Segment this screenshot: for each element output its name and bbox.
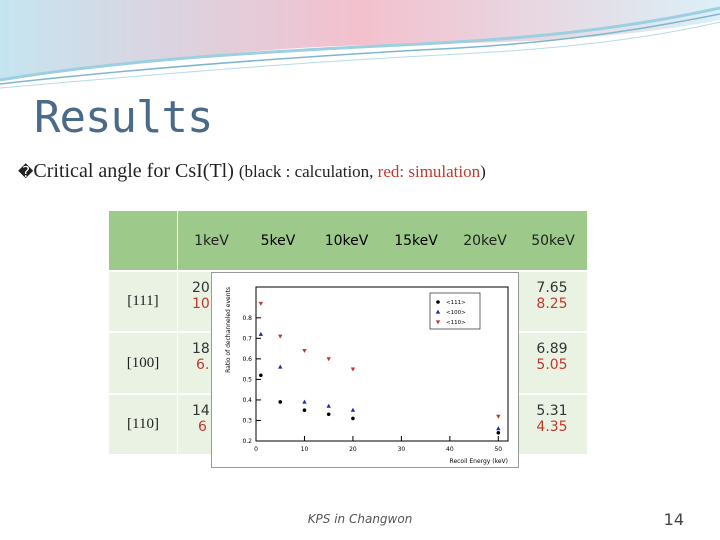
x-tick-label: 40 — [446, 446, 454, 453]
data-point — [258, 331, 264, 336]
value-simulation: 6 — [198, 419, 207, 435]
data-point — [302, 399, 307, 404]
dechanneled-ratio-plot: 0 10 20 30 40 50 0.2 0.3 0.4 0.5 0.6 0.7 0.8 Recoil E… — [211, 272, 519, 468]
value-simulation: 8.25 — [536, 296, 568, 312]
data-point — [278, 364, 283, 369]
table-cell-111-1kev: 20 10 — [178, 272, 212, 331]
value-calculation: 20 — [192, 280, 210, 296]
plot-marks — [258, 301, 501, 435]
data-point — [350, 367, 356, 372]
value-calculation: 7.65 — [536, 280, 568, 296]
plot-legend: <111> <100> <110> — [429, 292, 481, 330]
table-cell-111-50kev: 7.65 8.25 — [517, 272, 587, 331]
x-tick-label: 0 — [254, 446, 258, 453]
footer-text: KPS in Changwon — [307, 512, 413, 526]
data-point — [302, 349, 307, 354]
x-tick-label: 30 — [398, 446, 406, 453]
data-point — [350, 407, 356, 412]
legend-label: <100> — [446, 310, 466, 316]
data-point — [278, 334, 283, 339]
y-tick-label: 0.2 — [242, 438, 252, 445]
data-point — [259, 373, 263, 378]
x-tick-label: 50 — [494, 446, 502, 453]
value-calculation: 6.89 — [536, 341, 568, 357]
data-point — [496, 414, 501, 419]
y-tick-label: 0.4 — [242, 397, 252, 404]
table-header-20kev: 20keV — [451, 211, 519, 270]
subtitle-main-text: Critical angle for CsI(Tl) — [33, 160, 239, 182]
x-axis-label: Recoil Energy (keV) — [450, 458, 508, 465]
bullet-glyph: � — [18, 163, 34, 181]
table-header-5kev: 5keV — [260, 233, 296, 249]
data-point — [326, 403, 331, 408]
table-header-empty — [109, 211, 177, 270]
value-simulation: 5.05 — [536, 357, 568, 373]
y-tick-label: 0.7 — [242, 335, 252, 342]
slide-title: Results — [34, 92, 213, 143]
plot-axes: 0 10 20 30 40 50 0.2 0.3 0.4 0.5 0.6 0.7 0.8 Recoil E… — [225, 286, 509, 465]
table-cell-110-1kev: 14 6 — [178, 395, 212, 454]
table-header-50kev: 50keV — [519, 211, 587, 270]
slide-subtitle: �Critical angle for CsI(Tl) (black : cal… — [18, 160, 486, 183]
page-number: 14 — [663, 510, 684, 529]
y-tick-label: 0.3 — [242, 417, 252, 424]
x-tick-label: 20 — [349, 446, 357, 453]
data-point — [326, 412, 331, 417]
data-point — [326, 357, 331, 362]
table-header-1kev: 1keV — [178, 211, 245, 270]
value-simulation: 6. — [196, 357, 210, 373]
legend-marker — [436, 300, 440, 304]
value-calculation: 18 — [192, 341, 210, 357]
y-tick-label: 0.5 — [242, 376, 252, 383]
table-cell-100-1kev: 18 6. — [178, 333, 212, 393]
data-point — [302, 408, 307, 412]
data-point — [278, 400, 283, 404]
table-row-label-110: [110] — [109, 395, 177, 454]
subtitle-legend-open: (black : calculation, — [238, 162, 378, 181]
table-row-label-100: [100] — [109, 333, 177, 393]
table-header-15kev: 15keV — [394, 233, 438, 249]
value-calculation: 5.31 — [536, 403, 568, 419]
table-cell-100-50kev: 6.89 5.05 — [517, 333, 587, 393]
value-simulation: 10 — [192, 296, 210, 312]
subtitle-legend-red: red: simulation — [377, 162, 481, 181]
x-tick-label: 10 — [301, 446, 309, 453]
table-cell-110-50kev: 5.31 4.35 — [517, 395, 587, 454]
data-point — [258, 301, 264, 306]
legend-label: <110> — [446, 320, 466, 326]
table-header-10kev: 10keV — [324, 233, 369, 249]
y-tick-label: 0.8 — [242, 315, 252, 322]
data-point — [496, 430, 501, 435]
data-point — [496, 426, 501, 431]
plot-frame — [255, 286, 509, 442]
header-banner-decoration — [0, 0, 720, 89]
value-calculation: 14 — [192, 403, 210, 419]
data-point — [351, 416, 355, 421]
y-tick-label: 0.6 — [242, 356, 252, 363]
legend-marker — [435, 320, 441, 325]
value-simulation: 4.35 — [536, 419, 568, 435]
table-row-label-111: [111] — [109, 272, 177, 331]
legend-label: <111> — [446, 300, 466, 306]
y-axis-label: Ratio of dechanneled events — [225, 287, 232, 373]
subtitle-legend-close: ) — [480, 162, 486, 181]
legend-marker — [435, 309, 441, 314]
